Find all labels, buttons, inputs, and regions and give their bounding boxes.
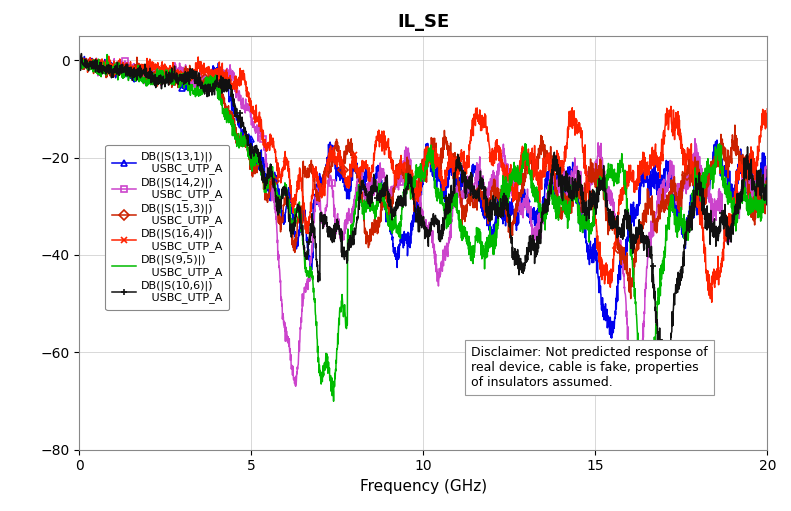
DB(|S(14,2)|)
   USBC_UTP_A: [627, 388, 637, 394]
DB(|S(13,1)|)
   USBC_UTP_A: [194, 75, 203, 81]
DB(|S(16,4)|)
   USBC_UTP_A: [707, 299, 717, 305]
DB(|S(13,1)|)
   USBC_UTP_A: [74, 57, 84, 63]
DB(|S(14,2)|)
   USBC_UTP_A: [153, 73, 163, 79]
DB(|S(14,2)|)
   USBC_UTP_A: [194, 79, 203, 85]
DB(|S(16,4)|)
   USBC_UTP_A: [675, 126, 684, 132]
DB(|S(15,3)|)
   USBC_UTP_A: [153, 73, 163, 79]
DB(|S(15,3)|)
   USBC_UTP_A: [339, 161, 348, 167]
DB(|S(13,1)|)
   USBC_UTP_A: [339, 177, 348, 183]
DB(|S(9,5)|)
   USBC_UTP_A: [153, 77, 163, 83]
DB(|S(16,4)|)
   USBC_UTP_A: [194, 61, 203, 67]
DB(|S(15,3)|)
   USBC_UTP_A: [676, 196, 685, 202]
DB(|S(13,1)|)
   USBC_UTP_A: [749, 181, 759, 187]
Line: DB(|S(16,4)|)
   USBC_UTP_A: DB(|S(16,4)|) USBC_UTP_A: [76, 52, 770, 306]
DB(|S(10,6)|)
   USBC_UTP_A: [369, 187, 378, 193]
DB(|S(9,5)|)
   USBC_UTP_A: [369, 202, 378, 208]
DB(|S(14,2)|)
   USBC_UTP_A: [339, 231, 348, 238]
DB(|S(13,1)|)
   USBC_UTP_A: [369, 189, 378, 195]
DB(|S(14,2)|)
   USBC_UTP_A: [763, 171, 772, 177]
DB(|S(10,6)|)
   USBC_UTP_A: [763, 167, 772, 173]
DB(|S(9,5)|)
   USBC_UTP_A: [102, 52, 112, 58]
DB(|S(13,1)|)
   USBC_UTP_A: [80, 54, 89, 60]
DB(|S(9,5)|)
   USBC_UTP_A: [329, 398, 339, 404]
DB(|S(15,3)|)
   USBC_UTP_A: [763, 192, 772, 198]
DB(|S(15,3)|)
   USBC_UTP_A: [74, 57, 84, 63]
DB(|S(9,5)|)
   USBC_UTP_A: [676, 222, 685, 228]
DB(|S(13,1)|)
   USBC_UTP_A: [676, 208, 685, 214]
DB(|S(10,6)|)
   USBC_UTP_A: [660, 367, 670, 374]
DB(|S(9,5)|)
   USBC_UTP_A: [194, 93, 203, 99]
DB(|S(16,4)|)
   USBC_UTP_A: [763, 106, 772, 112]
DB(|S(16,4)|)
   USBC_UTP_A: [74, 57, 84, 63]
DB(|S(15,3)|)
   USBC_UTP_A: [749, 211, 759, 217]
DB(|S(9,5)|)
   USBC_UTP_A: [749, 205, 759, 212]
DB(|S(16,4)|)
   USBC_UTP_A: [749, 156, 759, 162]
DB(|S(13,1)|)
   USBC_UTP_A: [763, 172, 772, 178]
DB(|S(14,2)|)
   USBC_UTP_A: [74, 57, 84, 63]
DB(|S(10,6)|)
   USBC_UTP_A: [676, 278, 685, 285]
DB(|S(13,1)|)
   USBC_UTP_A: [153, 69, 163, 75]
DB(|S(13,1)|)
   USBC_UTP_A: [607, 335, 616, 341]
DB(|S(16,4)|)
   USBC_UTP_A: [369, 162, 378, 168]
Line: DB(|S(13,1)|)
   USBC_UTP_A: DB(|S(13,1)|) USBC_UTP_A: [76, 53, 770, 341]
DB(|S(10,6)|)
   USBC_UTP_A: [749, 178, 759, 184]
DB(|S(10,6)|)
   USBC_UTP_A: [153, 79, 163, 85]
DB(|S(14,2)|)
   USBC_UTP_A: [369, 176, 378, 182]
DB(|S(9,5)|)
   USBC_UTP_A: [74, 57, 84, 63]
Line: DB(|S(14,2)|)
   USBC_UTP_A: DB(|S(14,2)|) USBC_UTP_A: [76, 54, 770, 394]
Line: DB(|S(10,6)|)
   USBC_UTP_A: DB(|S(10,6)|) USBC_UTP_A: [76, 50, 770, 374]
Line: DB(|S(15,3)|)
   USBC_UTP_A: DB(|S(15,3)|) USBC_UTP_A: [76, 53, 770, 302]
DB(|S(15,3)|)
   USBC_UTP_A: [369, 229, 378, 236]
DB(|S(16,4)|)
   USBC_UTP_A: [339, 161, 348, 167]
DB(|S(14,2)|)
   USBC_UTP_A: [77, 54, 86, 60]
DB(|S(10,6)|)
   USBC_UTP_A: [339, 247, 348, 253]
DB(|S(9,5)|)
   USBC_UTP_A: [339, 314, 348, 320]
DB(|S(9,5)|)
   USBC_UTP_A: [763, 185, 772, 191]
DB(|S(10,6)|)
   USBC_UTP_A: [74, 57, 84, 63]
Text: Disclaimer: Not predicted response of
real device, cable is fake, properties
of : Disclaimer: Not predicted response of re…: [471, 346, 708, 389]
DB(|S(10,6)|)
   USBC_UTP_A: [77, 51, 86, 57]
DB(|S(10,6)|)
   USBC_UTP_A: [194, 79, 203, 85]
DB(|S(14,2)|)
   USBC_UTP_A: [676, 189, 685, 195]
DB(|S(16,4)|)
   USBC_UTP_A: [153, 60, 163, 66]
DB(|S(15,3)|)
   USBC_UTP_A: [626, 295, 635, 301]
Title: IL_SE: IL_SE: [397, 13, 449, 32]
DB(|S(15,3)|)
   USBC_UTP_A: [194, 77, 203, 83]
DB(|S(16,4)|)
   USBC_UTP_A: [76, 53, 85, 59]
Legend: DB(|S(13,1)|)
   USBC_UTP_A, DB(|S(14,2)|)
   USBC_UTP_A, DB(|S(15,3)|)
   USBC_: DB(|S(13,1)|) USBC_UTP_A, DB(|S(14,2)|) …: [105, 145, 229, 310]
DB(|S(15,3)|)
   USBC_UTP_A: [76, 53, 85, 59]
DB(|S(14,2)|)
   USBC_UTP_A: [749, 194, 759, 200]
Line: DB(|S(9,5)|)
   USBC_UTP_A: DB(|S(9,5)|) USBC_UTP_A: [79, 55, 767, 401]
X-axis label: Frequency (GHz): Frequency (GHz): [360, 479, 486, 494]
